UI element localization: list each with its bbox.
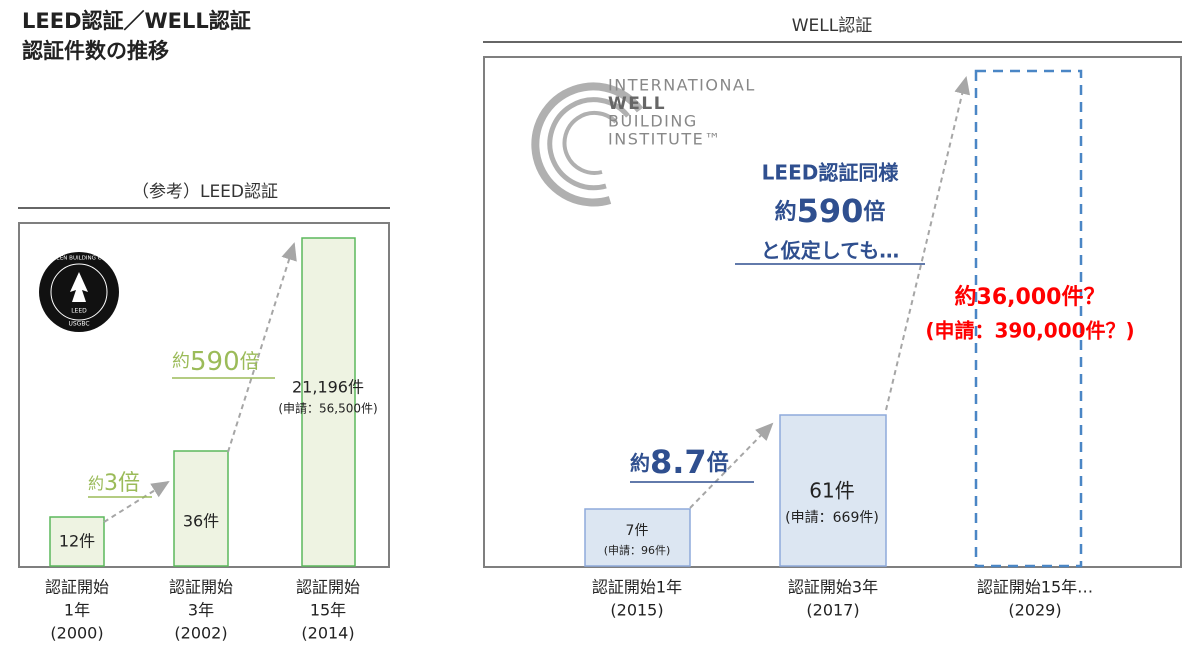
projection-sub: (申請：390,000件？) bbox=[925, 319, 1134, 343]
category: 3年 bbox=[188, 601, 214, 620]
arrow bbox=[227, 242, 297, 453]
callout: LEED認証同様 bbox=[762, 161, 900, 185]
callout: と仮定しても… bbox=[761, 239, 899, 263]
bar-label: 7件 bbox=[626, 523, 649, 539]
ratio-number: 3倍 bbox=[104, 471, 140, 496]
category: (2000) bbox=[50, 624, 103, 643]
projected-bar bbox=[974, 69, 1083, 568]
bar bbox=[779, 414, 887, 567]
category: (2015) bbox=[610, 601, 663, 620]
well-logo bbox=[531, 82, 644, 207]
logo-text: BUILDING bbox=[608, 112, 698, 131]
panel-title: WELL認証 bbox=[792, 16, 873, 36]
category: (2017) bbox=[806, 601, 859, 620]
ratio-prefix: 約 bbox=[88, 474, 104, 493]
ratio: 約8.7倍 bbox=[630, 443, 729, 481]
category: 認証開始 bbox=[45, 578, 109, 597]
logo-text: U.S. GREEN BUILDING COUNCIL bbox=[36, 256, 124, 262]
logo-text: USGBC bbox=[68, 321, 89, 328]
ratio: 約590倍 bbox=[172, 347, 260, 377]
bar-sublabel: (申請：669件) bbox=[785, 510, 879, 526]
ratio-number: 8.7 bbox=[650, 443, 707, 481]
category: 認証開始15年… bbox=[977, 578, 1093, 597]
leed-logo: U.S. GREEN BUILDING COUNCIL LEED USGBC bbox=[36, 252, 124, 332]
bar-sublabel: (申請：56,500件) bbox=[278, 402, 377, 416]
page-subtitle: 認証件数の推移 bbox=[22, 39, 169, 63]
bar bbox=[173, 450, 229, 567]
arrow bbox=[689, 422, 774, 509]
panel-title: （参考）LEED認証 bbox=[132, 182, 278, 202]
ratio-suffix: 倍 bbox=[707, 450, 729, 476]
category: (2029) bbox=[1008, 601, 1061, 620]
category: (2002) bbox=[174, 624, 227, 643]
category: (2014) bbox=[301, 624, 354, 643]
bar-sublabel: (申請：96件) bbox=[604, 543, 671, 557]
arrow bbox=[103, 480, 170, 523]
bar-label: 12件 bbox=[59, 532, 95, 551]
category: 認証開始3年 bbox=[788, 578, 878, 597]
logo-text: INSTITUTE™ bbox=[608, 130, 722, 149]
logo-text: INTERNATIONAL bbox=[608, 76, 756, 95]
ratio-number: 590 bbox=[190, 347, 240, 377]
bar-label: 21,196件 bbox=[292, 378, 364, 397]
logo-text: LEED bbox=[71, 308, 87, 315]
callout-number: 590 bbox=[797, 192, 864, 230]
category: 認証開始 bbox=[296, 578, 360, 597]
bar-label: 61件 bbox=[809, 479, 854, 503]
ratio-prefix: 約 bbox=[630, 451, 650, 475]
bar bbox=[301, 237, 356, 567]
projection: 約36,000件？ bbox=[955, 284, 1106, 310]
bar bbox=[49, 516, 105, 567]
callout: 約590倍 bbox=[775, 192, 886, 230]
category: 1年 bbox=[64, 601, 90, 620]
bar bbox=[584, 508, 691, 567]
ratio: 約3倍 bbox=[88, 471, 140, 496]
page-title: LEED認証／WELL認証 bbox=[22, 9, 251, 33]
category: 15年 bbox=[310, 601, 346, 620]
category: 認証開始 bbox=[169, 578, 233, 597]
ratio-prefix: 約 bbox=[172, 351, 190, 372]
callout-suffix: 倍 bbox=[863, 199, 885, 225]
category: 認証開始1年 bbox=[592, 578, 682, 597]
bar-label: 36件 bbox=[183, 512, 219, 531]
logo-text: WELL bbox=[608, 94, 666, 114]
ratio-suffix: 倍 bbox=[240, 349, 260, 373]
arrow bbox=[885, 76, 971, 411]
callout-prefix: 約 bbox=[775, 199, 797, 225]
